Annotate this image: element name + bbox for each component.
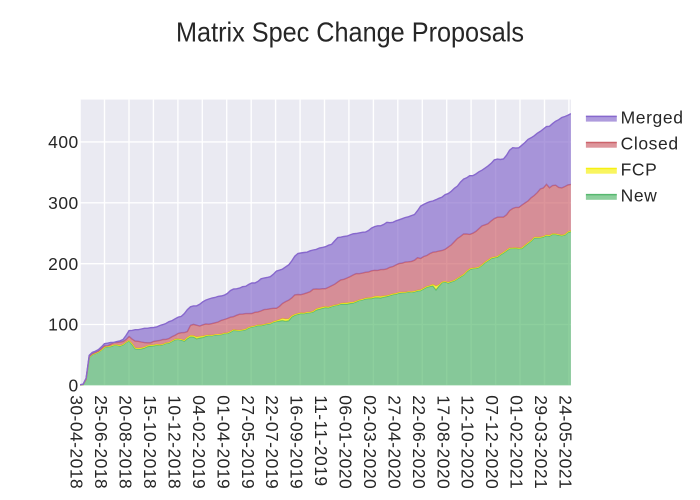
- svg-text:16-09-2019: 16-09-2019: [287, 395, 307, 489]
- svg-text:30-04-2018: 30-04-2018: [67, 395, 87, 489]
- svg-text:10-12-2018: 10-12-2018: [165, 395, 185, 489]
- svg-text:27-04-2020: 27-04-2020: [384, 395, 404, 489]
- svg-text:100: 100: [48, 315, 79, 335]
- svg-text:200: 200: [48, 254, 79, 274]
- svg-text:FCP: FCP: [621, 160, 658, 180]
- svg-text:22-06-2020: 22-06-2020: [409, 395, 429, 489]
- svg-text:07-12-2020: 07-12-2020: [482, 395, 502, 489]
- svg-text:02-03-2020: 02-03-2020: [360, 395, 380, 489]
- svg-text:22-07-2019: 22-07-2019: [262, 395, 282, 489]
- svg-text:0: 0: [69, 376, 79, 396]
- svg-text:20-08-2018: 20-08-2018: [116, 395, 136, 489]
- svg-text:11-11-2019: 11-11-2019: [311, 395, 331, 486]
- svg-text:Closed: Closed: [621, 134, 679, 154]
- svg-text:15-10-2018: 15-10-2018: [140, 395, 160, 489]
- svg-text:Matrix Spec Change Proposals: Matrix Spec Change Proposals: [176, 16, 524, 47]
- svg-text:12-10-2020: 12-10-2020: [458, 395, 478, 489]
- svg-text:27-05-2019: 27-05-2019: [238, 395, 258, 489]
- svg-text:300: 300: [48, 193, 79, 213]
- svg-text:04-02-2019: 04-02-2019: [189, 395, 209, 489]
- svg-text:25-06-2018: 25-06-2018: [91, 395, 111, 489]
- svg-text:400: 400: [48, 132, 79, 152]
- svg-text:06-01-2020: 06-01-2020: [336, 395, 356, 489]
- svg-text:01-04-2019: 01-04-2019: [213, 395, 233, 489]
- svg-text:17-08-2020: 17-08-2020: [433, 395, 453, 489]
- svg-text:Merged: Merged: [621, 108, 684, 128]
- svg-text:24-05-2021: 24-05-2021: [556, 395, 576, 489]
- svg-text:New: New: [621, 186, 658, 206]
- svg-text:01-02-2021: 01-02-2021: [507, 395, 527, 489]
- svg-text:29-03-2021: 29-03-2021: [531, 395, 551, 489]
